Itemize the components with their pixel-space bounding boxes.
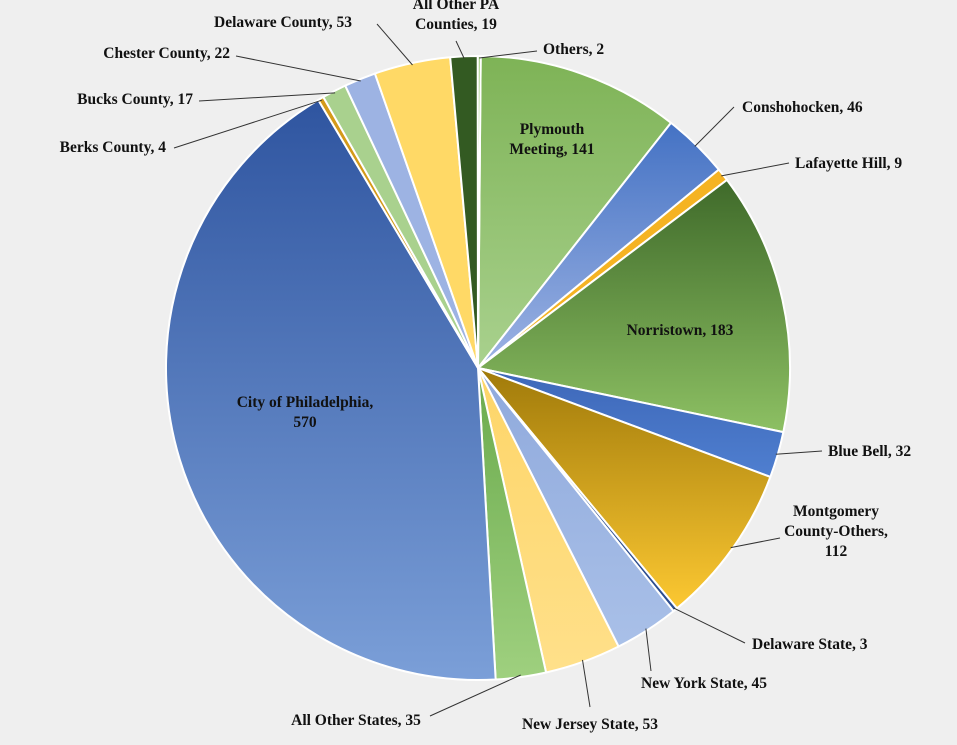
leader-line-all-other-pa-counties: [455, 40, 465, 59]
label-others: Others, 2: [543, 41, 604, 58]
leader-line-berks-county: [173, 99, 322, 149]
leader-line-chester-county: [235, 55, 361, 82]
leader-line-conshohocken: [694, 106, 735, 147]
label-blue-bell: Blue Bell, 32: [828, 443, 911, 460]
label-bucks-county: Bucks County, 17: [77, 91, 193, 108]
slice-others: [476, 54, 482, 369]
label-all-other-states: All Other States, 35: [291, 712, 421, 729]
slice-city-of-philadelphia: [165, 98, 497, 681]
leader-line-all-other-states: [429, 674, 521, 717]
leader-line-bucks-county: [198, 92, 336, 102]
leader-line-new-jersey-state: [582, 659, 591, 708]
label-berks-county: Berks County, 4: [60, 139, 167, 156]
label-montgomery-county-others: Montgomery County-Others, 112: [784, 503, 888, 560]
label-city-of-philadelphia: City of Philadelphia, 570: [237, 394, 374, 431]
label-delaware-state: Delaware State, 3: [752, 636, 868, 653]
label-norristown: Norristown, 183: [627, 322, 734, 339]
leader-line-blue-bell: [775, 450, 823, 455]
label-conshohocken: Conshohocken, 46: [742, 99, 863, 116]
leader-line-delaware-county: [376, 23, 413, 66]
leader-line-others: [479, 50, 538, 59]
label-new-york-state: New York State, 45: [641, 675, 767, 692]
slice-norristown: [477, 178, 791, 434]
label-chester-county: Chester County, 22: [103, 45, 230, 62]
label-delaware-county: Delaware County, 53: [214, 14, 352, 31]
leader-line-lafayette-hill: [721, 162, 790, 177]
leader-line-new-york-state: [645, 628, 652, 672]
label-all-other-pa-counties: All Other PA Counties, 19: [413, 0, 500, 33]
label-lafayette-hill: Lafayette Hill, 9: [795, 155, 902, 172]
leader-line-montgomery-county-others: [730, 537, 781, 549]
labels-layer: Plymouth Meeting, 141 Conshohocken, 46 Lafa…: [60, 0, 912, 733]
slices-layer: [165, 54, 791, 681]
leader-lines-layer: [173, 23, 823, 717]
label-plymouth-meeting: Plymouth Meeting, 141: [509, 121, 594, 158]
leader-line-delaware-state: [673, 607, 746, 644]
slice-montgomery-county-others: [477, 367, 772, 610]
label-new-jersey-state: New Jersey State, 53: [522, 716, 658, 733]
